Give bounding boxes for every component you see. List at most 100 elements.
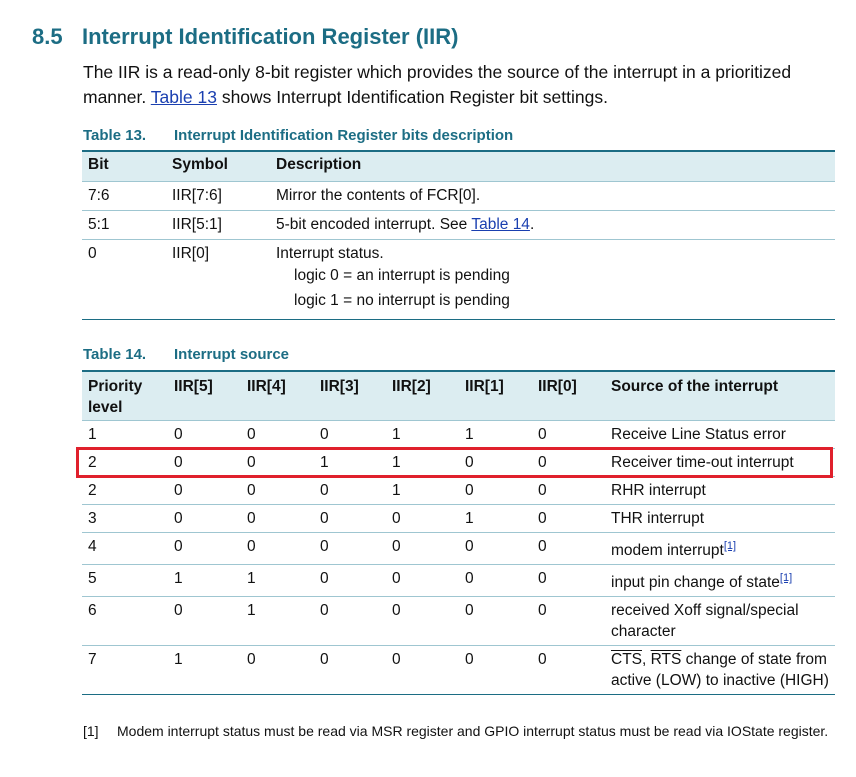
iir3-cell: 0 — [320, 570, 329, 588]
table-row: 5 1 1 0 0 0 0 input pin change of state[… — [82, 564, 835, 597]
bit-cell: 0 — [88, 245, 97, 262]
iir0-cell: 0 — [538, 510, 547, 527]
cts-signal: CTS — [611, 651, 642, 669]
iir0-cell: 0 — [538, 426, 547, 443]
iir5-cell: 0 — [174, 426, 183, 443]
source-cell: Receiver time-out interrupt — [611, 454, 794, 471]
iir1-cell: 0 — [465, 570, 474, 588]
table-row: 3 0 0 0 0 1 0 THR interrupt — [82, 504, 835, 533]
table-13: Bit Symbol Description 7:6 IIR[7:6] Mirr… — [82, 150, 835, 320]
logic-0-text: logic 0 = an interrupt is pending — [294, 267, 510, 284]
table-14-header-row: Priority level IIR[5] IIR[4] IIR[3] IIR[… — [82, 371, 835, 421]
logic-1-text: logic 1 = no interrupt is pending — [294, 292, 510, 309]
iir0-cell: 0 — [538, 602, 547, 620]
bit-cell: 5:1 — [88, 216, 110, 233]
column-header: Bit — [82, 151, 166, 182]
source-cell: CTS, RTS change of state from active (LO… — [605, 646, 835, 695]
iir4-cell: 0 — [247, 538, 256, 555]
iir2-cell: 0 — [392, 538, 401, 555]
iir0-cell: 0 — [538, 570, 547, 588]
table-row: 4 0 0 0 0 0 0 modem interrupt[1] — [82, 532, 835, 565]
description-text: 5-bit encoded interrupt. See — [276, 216, 472, 233]
table-14-caption-title: Interrupt source — [174, 346, 290, 363]
description-cell: Interrupt status. logic 0 = an interrupt… — [270, 240, 835, 320]
table-13-link[interactable]: Table 13 — [150, 87, 217, 107]
iir2-cell: 1 — [392, 426, 401, 443]
column-header: Priority level — [82, 371, 168, 421]
source-text: change of state from active (LOW) to ina… — [611, 651, 829, 690]
iir3-cell: 0 — [320, 602, 329, 620]
iir5-cell: 0 — [174, 454, 183, 471]
bit-cell: 7:6 — [88, 187, 110, 204]
intro-text-1: The IIR is a read-only 8-bit register wh… — [83, 62, 792, 107]
iir1-cell: 0 — [465, 651, 474, 669]
table-row: 0 IIR[0] Interrupt status. logic 0 = an … — [82, 239, 835, 320]
iir5-cell: 1 — [174, 651, 183, 669]
priority-cell: 7 — [88, 651, 97, 669]
iir4-cell: 1 — [247, 602, 256, 620]
column-header: Source of the interrupt — [605, 371, 835, 421]
priority-cell: 2 — [88, 454, 97, 471]
iir3-cell: 0 — [320, 510, 329, 527]
iir4-cell: 0 — [247, 426, 256, 443]
source-cell: received Xoff signal/special character — [611, 602, 799, 641]
footnote-text: Modem interrupt status must be read via … — [117, 723, 829, 739]
iir1-cell: 0 — [465, 482, 474, 499]
footnote-marker: [1] — [83, 723, 99, 739]
column-header: IIR[5] — [168, 371, 241, 421]
footnote-link[interactable]: [1] — [779, 572, 793, 585]
table-14-link[interactable]: Table 14 — [471, 216, 530, 233]
table-row: 1 0 0 0 1 1 0 Receive Line Status error — [82, 420, 835, 449]
iir5-cell: 0 — [174, 482, 183, 499]
source-cell: Receive Line Status error — [611, 426, 786, 443]
footnote: [1] Modem interrupt status must be read … — [83, 722, 833, 740]
intro-text-2: shows Interrupt Identification Register … — [216, 87, 608, 107]
table-13-caption: Table 13. Interrupt Identification Regist… — [83, 127, 513, 144]
table-14-caption-number: Table 14. — [83, 346, 147, 363]
footnote-link[interactable]: [1] — [723, 540, 737, 552]
priority-cell: 1 — [88, 426, 97, 443]
iir0-cell: 0 — [538, 454, 547, 471]
section-number: 8.5 — [32, 24, 63, 49]
iir4-cell: 0 — [247, 454, 256, 471]
priority-cell: 2 — [88, 482, 97, 499]
iir1-cell: 0 — [465, 454, 474, 471]
priority-cell: 3 — [88, 510, 97, 527]
table-13-header-row: Bit Symbol Description — [82, 151, 835, 182]
column-header: Description — [270, 151, 835, 182]
iir3-cell: 0 — [320, 426, 329, 443]
column-header: IIR[4] — [241, 371, 314, 421]
description-cell: 5-bit encoded interrupt. See Table 14. — [270, 211, 835, 240]
table-row: 7:6 IIR[7:6] Mirror the contents of FCR[… — [82, 181, 835, 211]
source-text: modem interrupt — [611, 542, 724, 560]
description-text: Interrupt status. — [276, 245, 384, 262]
table-13-caption-title: Interrupt Identification Register bits d… — [174, 127, 514, 144]
iir2-cell: 0 — [392, 651, 401, 669]
iir0-cell: 0 — [538, 482, 547, 499]
iir3-cell: 0 — [320, 651, 329, 669]
symbol-cell: IIR[5:1] — [172, 216, 222, 233]
symbol-cell: IIR[0] — [172, 245, 210, 262]
iir1-cell: 1 — [465, 510, 474, 527]
section-title: Interrupt Identification Register (IIR) — [82, 24, 459, 49]
description-text: . — [529, 216, 535, 233]
iir4-cell: 0 — [247, 510, 256, 527]
intro-paragraph: The IIR is a read-only 8-bit register wh… — [83, 60, 803, 110]
iir1-cell: 1 — [465, 426, 474, 443]
iir3-cell: 0 — [320, 538, 329, 555]
iir5-cell: 1 — [174, 570, 183, 588]
table-row: 6 0 1 0 0 0 0 received Xoff signal/speci… — [82, 596, 835, 646]
table-row: 7 1 0 0 0 0 0 CTS, RTS change of state f… — [82, 645, 835, 695]
description-cell: Mirror the contents of FCR[0]. — [276, 187, 481, 204]
iir4-cell: 0 — [247, 651, 256, 669]
table-14-body: 1 0 0 0 1 1 0 Receive Line Status error … — [82, 420, 835, 695]
iir5-cell: 0 — [174, 538, 183, 555]
priority-cell: 6 — [88, 602, 97, 620]
iir0-cell: 0 — [538, 651, 547, 669]
iir2-cell: 1 — [392, 454, 401, 471]
table-14: Priority level IIR[5] IIR[4] IIR[3] IIR[… — [82, 370, 835, 696]
iir5-cell: 0 — [174, 602, 183, 620]
column-header: IIR[0] — [532, 371, 605, 421]
iir0-cell: 0 — [538, 538, 547, 555]
iir4-cell: 0 — [247, 482, 256, 499]
